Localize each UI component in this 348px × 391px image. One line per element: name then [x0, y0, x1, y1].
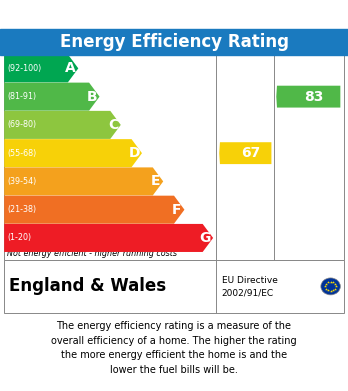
Bar	[4, 260, 344, 313]
Polygon shape	[4, 83, 100, 111]
Text: F: F	[172, 203, 181, 217]
Text: Not energy efficient - higher running costs: Not energy efficient - higher running co…	[7, 249, 177, 258]
Text: A: A	[65, 61, 76, 75]
Polygon shape	[276, 86, 340, 108]
Text: (69-80): (69-80)	[8, 120, 37, 129]
Bar	[0, 29, 348, 55]
Ellipse shape	[321, 278, 340, 295]
Text: (39-54): (39-54)	[8, 177, 37, 186]
Polygon shape	[4, 54, 78, 83]
Text: (55-68): (55-68)	[8, 149, 37, 158]
Text: B: B	[86, 90, 97, 104]
Polygon shape	[4, 139, 142, 167]
Text: The energy efficiency rating is a measure of the
overall efficiency of a home. T: The energy efficiency rating is a measur…	[51, 321, 297, 375]
Text: England & Wales: England & Wales	[9, 277, 167, 296]
Text: (81-91): (81-91)	[8, 92, 37, 101]
Text: C: C	[108, 118, 118, 132]
Text: Potential: Potential	[287, 32, 331, 43]
Polygon shape	[4, 167, 163, 196]
Bar	[4, 29, 344, 260]
Polygon shape	[219, 142, 271, 164]
Polygon shape	[4, 111, 121, 139]
Text: Energy Efficiency Rating: Energy Efficiency Rating	[60, 33, 288, 51]
Text: E: E	[151, 174, 160, 188]
Polygon shape	[4, 224, 213, 252]
Text: (21-38): (21-38)	[8, 205, 37, 214]
Text: 83: 83	[304, 90, 324, 104]
Text: 67: 67	[241, 146, 261, 160]
Text: (1-20): (1-20)	[8, 233, 32, 242]
Text: EU Directive
2002/91/EC: EU Directive 2002/91/EC	[222, 276, 278, 297]
Text: G: G	[200, 231, 211, 245]
Text: D: D	[128, 146, 140, 160]
Text: Very energy efficient - lower running costs: Very energy efficient - lower running co…	[7, 47, 177, 56]
Polygon shape	[4, 196, 184, 224]
Text: (92-100): (92-100)	[8, 64, 42, 73]
Text: Current: Current	[227, 32, 264, 43]
